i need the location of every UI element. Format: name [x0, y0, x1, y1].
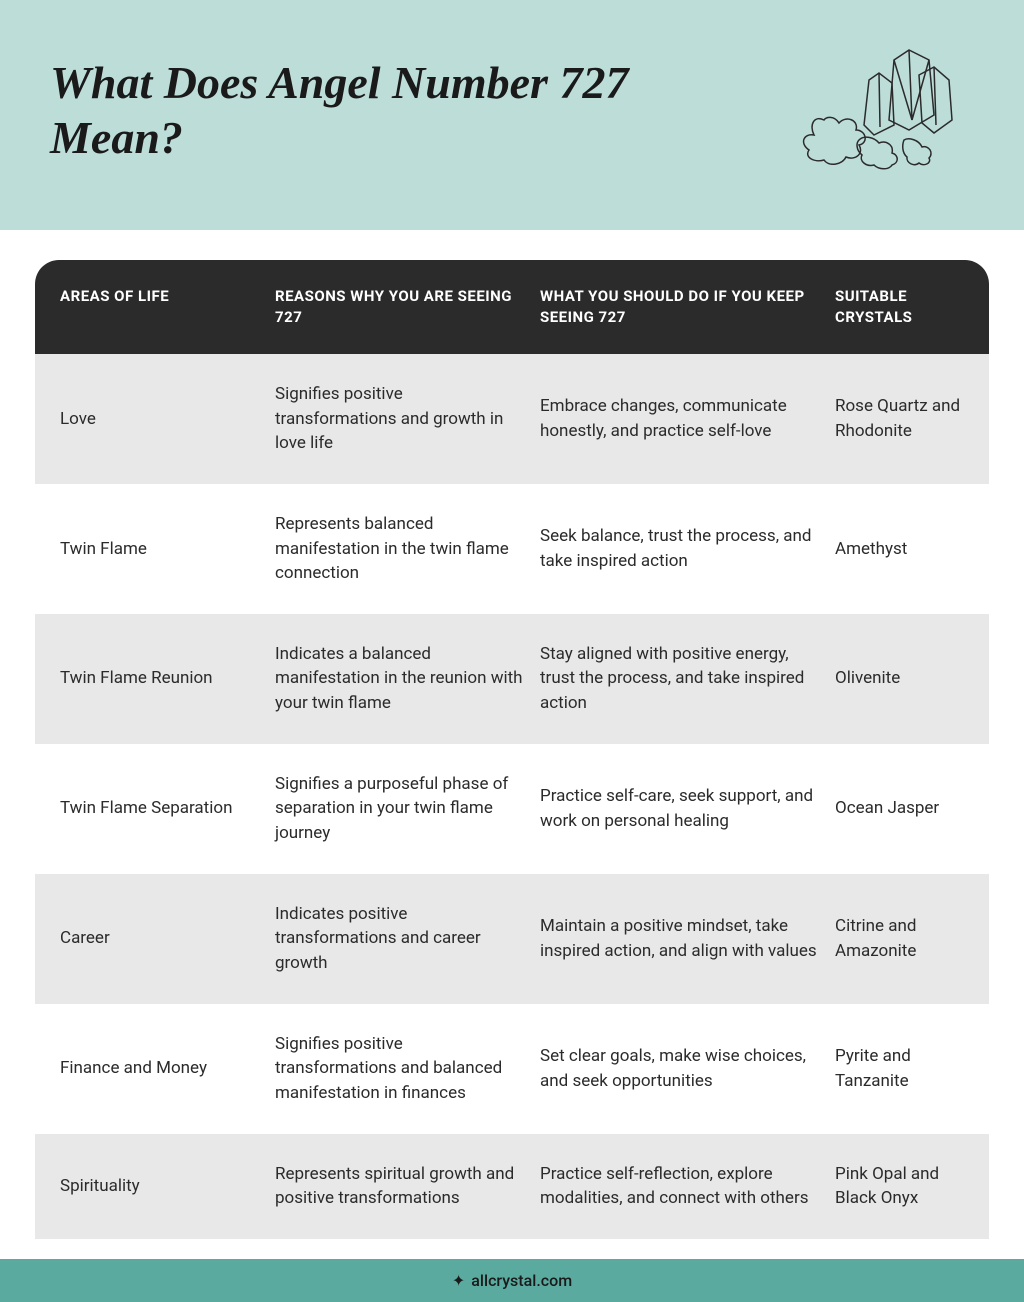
- cell-reason: Indicates a balanced manifestation in th…: [275, 642, 525, 716]
- cell-action: Embrace changes, communicate honestly, a…: [540, 394, 820, 443]
- cell-action: Maintain a positive mindset, take inspir…: [540, 914, 820, 963]
- cell-crystals: Amethyst: [835, 537, 964, 562]
- table-row: Career Indicates positive transformation…: [35, 874, 989, 1004]
- cell-area: Love: [60, 407, 260, 432]
- page-title: What Does Angel Number 727 Mean?: [50, 55, 700, 165]
- header-banner: What Does Angel Number 727 Mean?: [0, 0, 1024, 230]
- column-header-crystals: SUITABLE CRYSTALS: [835, 286, 964, 328]
- cell-reason: Indicates positive transformations and c…: [275, 902, 525, 976]
- cell-area: Career: [60, 926, 260, 951]
- table-row: Love Signifies positive transformations …: [35, 354, 989, 484]
- cell-crystals: Rose Quartz and Rhodonite: [835, 394, 964, 443]
- cell-area: Finance and Money: [60, 1056, 260, 1081]
- cell-action: Seek balance, trust the process, and tak…: [540, 524, 820, 573]
- cell-area: Twin Flame: [60, 537, 260, 562]
- footer-text: allcrystal.com: [471, 1271, 572, 1290]
- cell-action: Set clear goals, make wise choices, and …: [540, 1044, 820, 1093]
- cell-crystals: Citrine and Amazonite: [835, 914, 964, 963]
- cell-crystals: Pyrite and Tanzanite: [835, 1044, 964, 1093]
- cell-reason: Represents spiritual growth and positive…: [275, 1162, 525, 1211]
- table-row: Spirituality Represents spiritual growth…: [35, 1134, 989, 1239]
- cell-area: Twin Flame Separation: [60, 796, 260, 821]
- table-header-row: AREAS OF LIFE REASONS WHY YOU ARE SEEING…: [35, 260, 989, 354]
- sparkle-icon: ✦: [452, 1271, 465, 1290]
- footer-bar: ✦ allcrystal.com: [0, 1259, 1024, 1302]
- cell-reason: Signifies positive transformations and g…: [275, 382, 525, 456]
- column-header-reason: REASONS WHY YOU ARE SEEING 727: [275, 286, 525, 328]
- column-header-area: AREAS OF LIFE: [60, 286, 260, 328]
- table-row: Twin Flame Separation Signifies a purpos…: [35, 744, 989, 874]
- cell-crystals: Olivenite: [835, 666, 964, 691]
- table-row: Finance and Money Signifies positive tra…: [35, 1004, 989, 1134]
- column-header-action: WHAT YOU SHOULD DO IF YOU KEEP SEEING 72…: [540, 286, 820, 328]
- cell-reason: Signifies positive transformations and b…: [275, 1032, 525, 1106]
- cell-crystals: Ocean Jasper: [835, 796, 964, 821]
- cell-area: Spirituality: [60, 1174, 260, 1199]
- cell-action: Stay aligned with positive energy, trust…: [540, 642, 820, 716]
- cell-reason: Signifies a purposeful phase of separati…: [275, 772, 525, 846]
- cell-action: Practice self-care, seek support, and wo…: [540, 784, 820, 833]
- cell-reason: Represents balanced manifestation in the…: [275, 512, 525, 586]
- crystal-cluster-icon: [774, 45, 974, 175]
- table-row: Twin Flame Reunion Indicates a balanced …: [35, 614, 989, 744]
- cell-action: Practice self-reflection, explore modali…: [540, 1162, 820, 1211]
- table-row: Twin Flame Represents balanced manifesta…: [35, 484, 989, 614]
- cell-crystals: Pink Opal and Black Onyx: [835, 1162, 964, 1211]
- cell-area: Twin Flame Reunion: [60, 666, 260, 691]
- content-area: AREAS OF LIFE REASONS WHY YOU ARE SEEING…: [0, 230, 1024, 1239]
- meaning-table: AREAS OF LIFE REASONS WHY YOU ARE SEEING…: [35, 260, 989, 1239]
